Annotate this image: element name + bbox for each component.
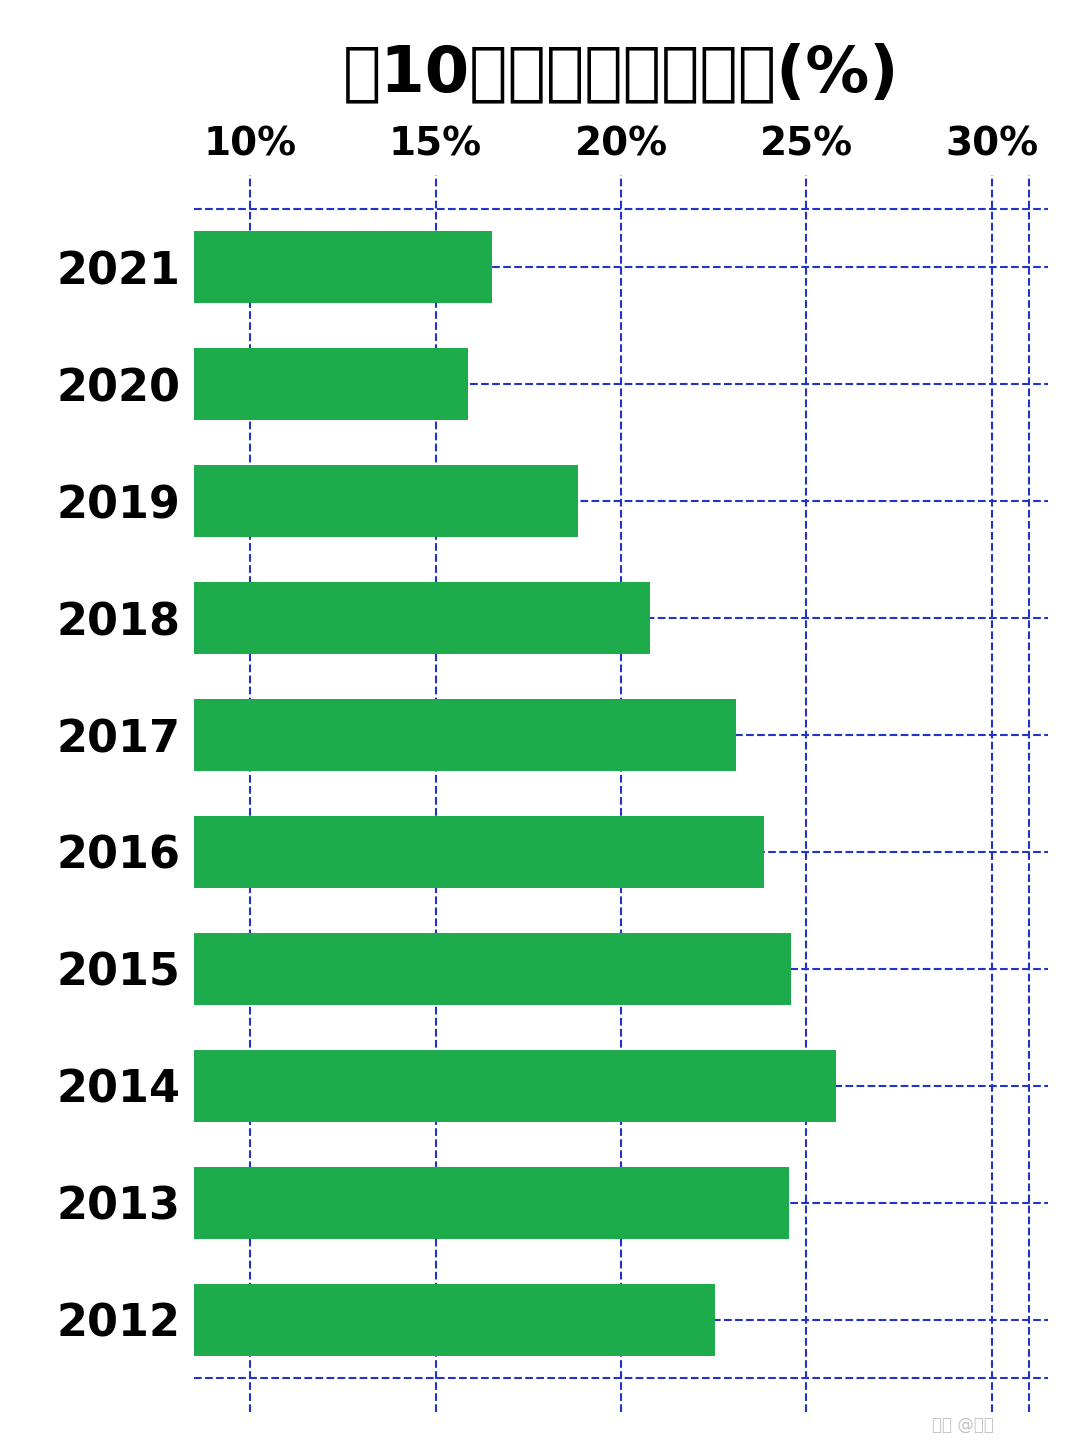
Bar: [0, 1166, 789, 1239]
Bar: [0, 1050, 836, 1123]
Bar: [0, 582, 649, 654]
Text: 知乎 @探知: 知乎 @探知: [932, 1417, 994, 1434]
Text: 25.79%: 25.79%: [0, 1067, 54, 1104]
Bar: [0, 464, 579, 537]
Bar: [0, 232, 491, 303]
Text: 23.10%: 23.10%: [0, 716, 54, 753]
Bar: [0, 815, 764, 888]
Bar: [0, 348, 468, 421]
Text: 18.85%: 18.85%: [0, 483, 54, 520]
Text: 24.54%: 24.54%: [0, 1185, 54, 1222]
Text: 15.88%: 15.88%: [0, 365, 54, 402]
Title: 前10年自然基金获批率(%): 前10年自然基金获批率(%): [342, 42, 900, 105]
Bar: [0, 933, 791, 1005]
Text: 24.58%: 24.58%: [0, 951, 54, 987]
Text: 23.85%: 23.85%: [0, 834, 54, 871]
Bar: [0, 1284, 715, 1356]
Bar: [0, 699, 735, 772]
Text: 20.77%: 20.77%: [0, 600, 54, 636]
Text: 16.51%: 16.51%: [0, 249, 54, 285]
Text: 22.54%: 22.54%: [0, 1302, 54, 1338]
